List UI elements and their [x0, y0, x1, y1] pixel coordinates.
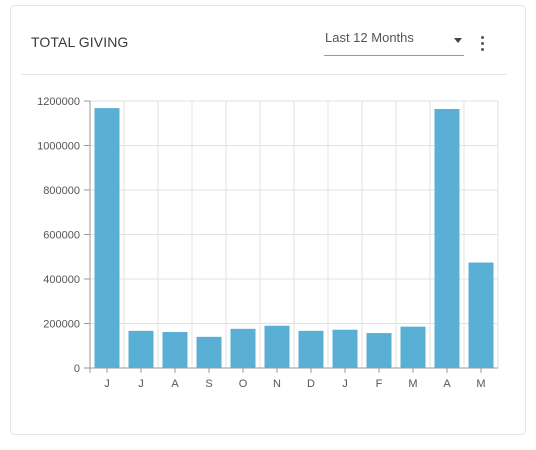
bar — [128, 330, 154, 368]
chevron-down-icon — [454, 38, 462, 43]
x-tick-label: M — [408, 378, 417, 390]
bar — [468, 262, 494, 368]
bar — [434, 109, 460, 368]
x-tick-label: F — [376, 378, 383, 390]
x-tick-label: J — [342, 378, 348, 390]
period-select-value: Last 12 Months — [325, 30, 414, 45]
y-tick-label: 0 — [74, 363, 80, 375]
x-tick-label: N — [273, 378, 281, 390]
bar — [230, 328, 256, 368]
bar — [366, 333, 392, 368]
bar — [94, 108, 120, 369]
x-tick-label: J — [104, 378, 110, 390]
y-tick-label: 800000 — [43, 185, 80, 197]
x-tick-label: D — [307, 378, 315, 390]
x-tick-label: O — [239, 378, 248, 390]
y-tick-label: 200000 — [43, 319, 80, 331]
y-tick-label: 1000000 — [37, 141, 80, 153]
y-tick-label: 600000 — [43, 230, 80, 242]
y-tick-label: 1200000 — [37, 96, 80, 108]
more-vertical-icon[interactable] — [477, 34, 489, 54]
bar — [264, 325, 290, 368]
period-select[interactable]: Last 12 Months — [324, 26, 464, 56]
bar — [298, 330, 324, 368]
y-tick-label: 400000 — [43, 274, 80, 286]
bar — [196, 336, 222, 368]
x-tick-label: J — [138, 378, 144, 390]
bar — [332, 329, 358, 368]
x-tick-label: M — [476, 378, 485, 390]
card-title: TOTAL GIVING — [31, 34, 129, 50]
bar — [162, 331, 188, 368]
x-tick-label: S — [205, 378, 212, 390]
x-tick-label: A — [171, 378, 179, 390]
bar — [400, 326, 426, 368]
header-divider — [21, 74, 507, 75]
x-tick-label: A — [443, 378, 451, 390]
